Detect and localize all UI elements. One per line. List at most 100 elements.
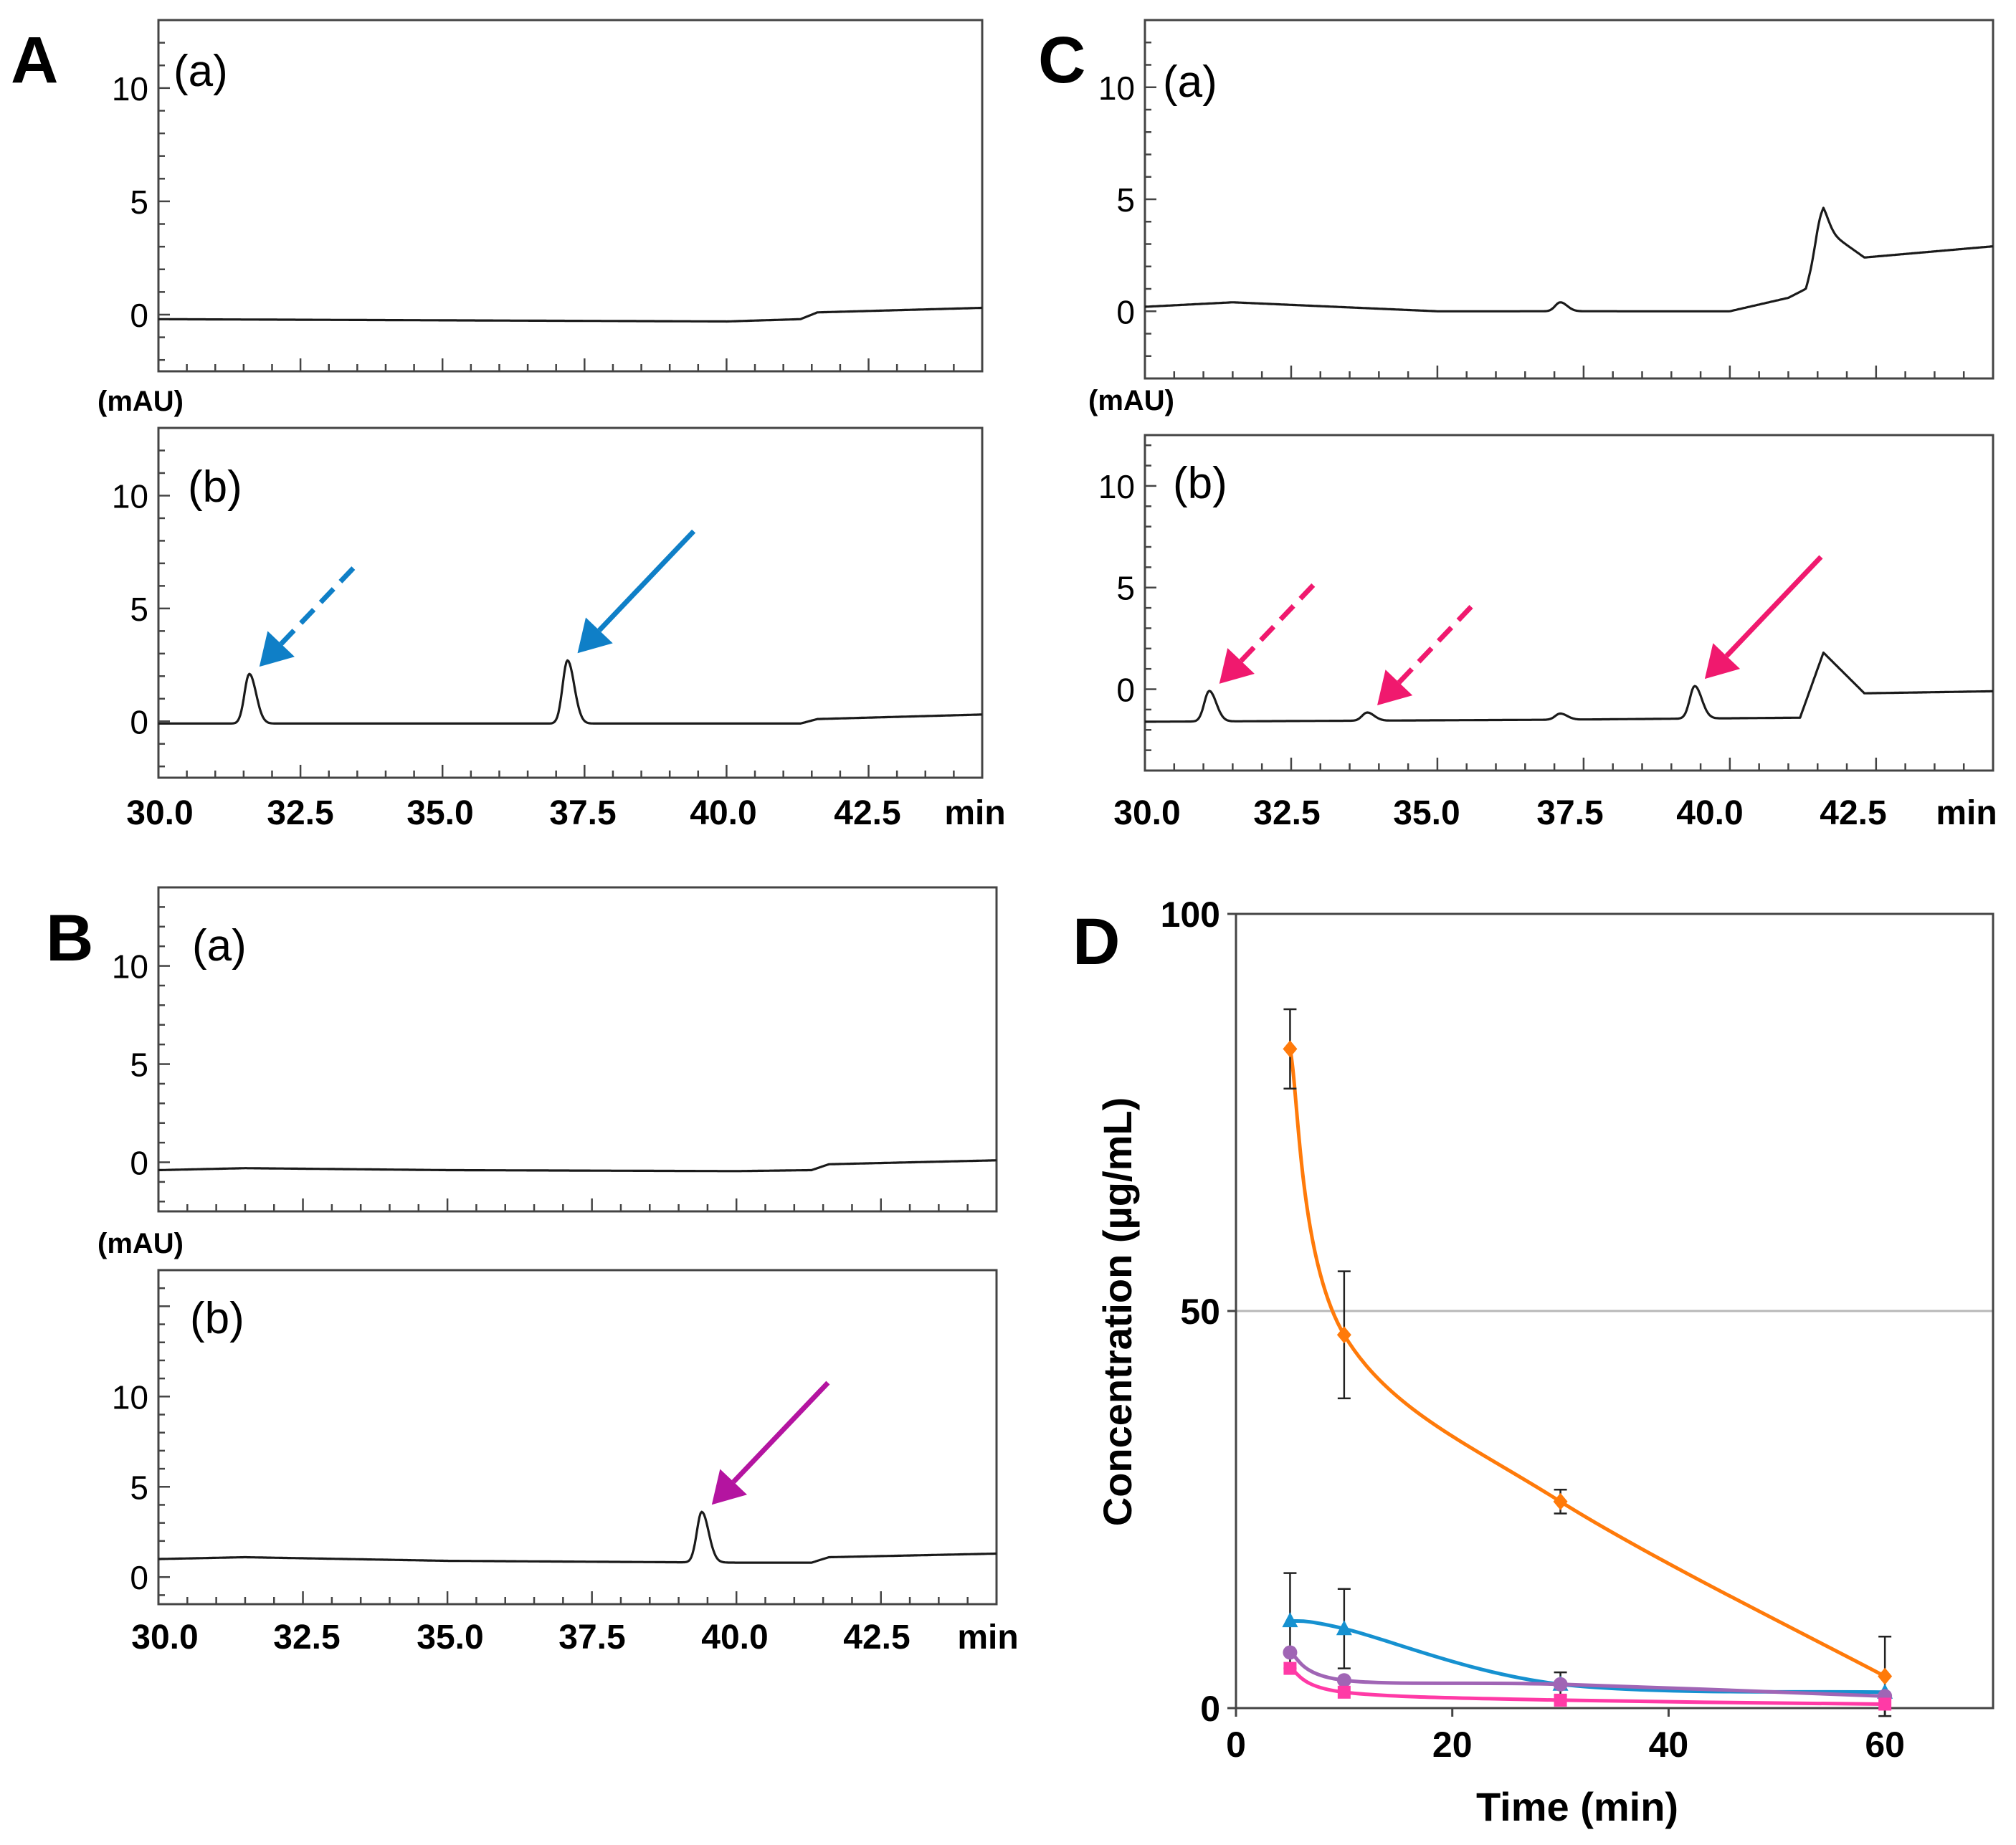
chromatogram-c-a: 0 5 10 xyxy=(1098,19,1994,380)
x-tick-label: 60 xyxy=(1865,1725,1905,1765)
data-point xyxy=(1878,1697,1892,1711)
x-tick-label: 37.5 xyxy=(549,794,616,832)
y-tick-label: 5 xyxy=(1116,570,1135,607)
x-tick-label: 30.0 xyxy=(131,1618,198,1656)
data-point xyxy=(1336,1620,1352,1636)
panel-c: 0 5 10 (a) (mAU) 0 5 10 (b) 30.0 32.5 35.0 3… xyxy=(1088,19,1997,832)
x-tick-labels-b: 30.0 32.5 35.0 37.5 40.0 42.5 min xyxy=(131,1618,1018,1656)
data-point xyxy=(1336,1673,1351,1688)
d-x-axis-label: Time (min) xyxy=(1476,1784,1678,1829)
y-axis-unit-c: (mAU) xyxy=(1088,385,1174,416)
panel-label-d: D xyxy=(1073,905,1120,978)
x-unit-label: min xyxy=(1936,794,1997,832)
chromatogram-c-b: 0 5 10 xyxy=(1098,434,1994,772)
y-tick-label: 100 xyxy=(1161,895,1220,935)
dashed-arrow xyxy=(1239,578,1321,663)
dashed-arrow xyxy=(1397,599,1478,685)
plot-frame xyxy=(1143,19,1994,380)
data-point xyxy=(1878,1667,1893,1685)
d-y-axis-label: Concentration (µg/mL) xyxy=(1095,1097,1140,1526)
y-tick-label: 10 xyxy=(112,477,148,515)
x-tick-label: 30.0 xyxy=(126,794,193,832)
chromatogram-trace xyxy=(158,1159,997,1173)
arrowhead xyxy=(1704,643,1741,680)
x-tick-label: 35.0 xyxy=(406,794,473,832)
panel-b: 0 5 10 (a) (mAU) 0 5 10 (b) 30.0 32.5 35.0 3… xyxy=(98,886,1019,1656)
y-tick-label: 10 xyxy=(1098,70,1135,107)
concentration-chart: 0 50 100 0 20 40 60 xyxy=(1161,895,1994,1765)
y-tick-label: 10 xyxy=(1098,468,1135,505)
series-line xyxy=(1289,1651,1886,1698)
chromatogram-trace xyxy=(158,1510,997,1564)
y-tick-label: 5 xyxy=(130,1047,148,1084)
solid-arrow xyxy=(597,529,696,632)
chromatogram-trace xyxy=(158,306,982,323)
series-orange xyxy=(1283,1008,1893,1717)
solid-arrow xyxy=(731,1381,830,1484)
x-tick-label: 37.5 xyxy=(558,1618,625,1656)
plot-frame xyxy=(1143,434,1994,772)
y-tick-label: 5 xyxy=(1116,181,1135,219)
x-unit-label: min xyxy=(944,794,1005,832)
data-point xyxy=(1336,1326,1351,1344)
panel-d: 0 50 100 0 20 40 60 Time (min) Concentration (… xyxy=(1095,895,1994,1829)
series-blue xyxy=(1282,1572,1893,1699)
subplot-label-c-a: (a) xyxy=(1163,57,1217,107)
panel-label-a: A xyxy=(11,24,58,97)
data-point xyxy=(1554,1693,1567,1707)
x-tick-labels-a: 30.0 32.5 35.0 37.5 40.0 42.5 min xyxy=(126,794,1005,832)
y-tick-label: 0 xyxy=(130,1559,148,1596)
data-point xyxy=(1553,1492,1568,1510)
chromatogram-trace xyxy=(158,659,983,725)
arrowhead xyxy=(1377,669,1413,706)
arrowhead xyxy=(577,617,613,654)
x-tick-label: 32.5 xyxy=(273,1618,340,1656)
y-tick-label: 0 xyxy=(1200,1689,1220,1729)
panel-label-c: C xyxy=(1038,24,1085,97)
series-line xyxy=(1288,1048,1886,1678)
data-point xyxy=(1283,1662,1297,1675)
chromatogram-a-a: 0 5 10 xyxy=(112,19,984,373)
y-tick-label: 0 xyxy=(130,297,148,334)
y-tick-label: 5 xyxy=(130,1469,148,1506)
y-tick-label: 0 xyxy=(130,703,148,740)
subplot-label-b-b: (b) xyxy=(190,1294,244,1343)
x-tick-labels-c: 30.0 32.5 35.0 37.5 40.0 42.5 min xyxy=(1113,794,1997,832)
arrowhead xyxy=(711,1469,748,1505)
x-tick-label: 30.0 xyxy=(1113,794,1180,832)
x-tick-label: 32.5 xyxy=(1253,794,1320,832)
y-tick-label: 0 xyxy=(130,1145,148,1182)
subplot-label-a-a: (a) xyxy=(173,47,228,96)
x-tick-label: 32.5 xyxy=(267,794,333,832)
chromatogram-a-b: 0 5 10 xyxy=(112,426,984,779)
y-axis-unit-a: (mAU) xyxy=(98,386,184,417)
data-point xyxy=(1282,1612,1298,1628)
x-unit-label: min xyxy=(957,1618,1018,1656)
y-tick-label: 0 xyxy=(1116,672,1135,709)
x-tick-label: 40 xyxy=(1649,1725,1689,1765)
subplot-label-a-b: (b) xyxy=(188,462,242,512)
x-tick-label: 35.0 xyxy=(417,1618,483,1656)
x-tick-label: 40.0 xyxy=(690,794,756,832)
x-tick-label: 40.0 xyxy=(1676,794,1743,832)
x-tick-label: 20 xyxy=(1432,1725,1473,1765)
arrowhead xyxy=(259,631,295,667)
y-tick-label: 0 xyxy=(1116,293,1135,330)
y-axis-unit-b: (mAU) xyxy=(98,1228,184,1259)
x-tick-label: 42.5 xyxy=(843,1618,910,1656)
panel-a: 0 5 10 (a) (mAU) 0 5 10 (b) 30.0 32.5 35.0 3… xyxy=(98,19,1006,832)
chromatogram-trace xyxy=(1145,651,1993,723)
y-tick-label: 5 xyxy=(130,183,148,221)
plot-frame xyxy=(157,1269,998,1606)
plot-frame xyxy=(157,426,984,779)
data-point xyxy=(1553,1677,1568,1692)
plot-frame xyxy=(157,886,998,1213)
series-line xyxy=(1289,1667,1886,1706)
x-tick-label: 40.0 xyxy=(701,1618,768,1656)
panel-label-b: B xyxy=(46,902,93,975)
y-tick-label: 50 xyxy=(1180,1292,1220,1332)
data-point xyxy=(1283,1645,1298,1660)
y-tick-label: 10 xyxy=(112,948,148,986)
data-point xyxy=(1337,1685,1351,1699)
plot-frame xyxy=(157,19,984,373)
